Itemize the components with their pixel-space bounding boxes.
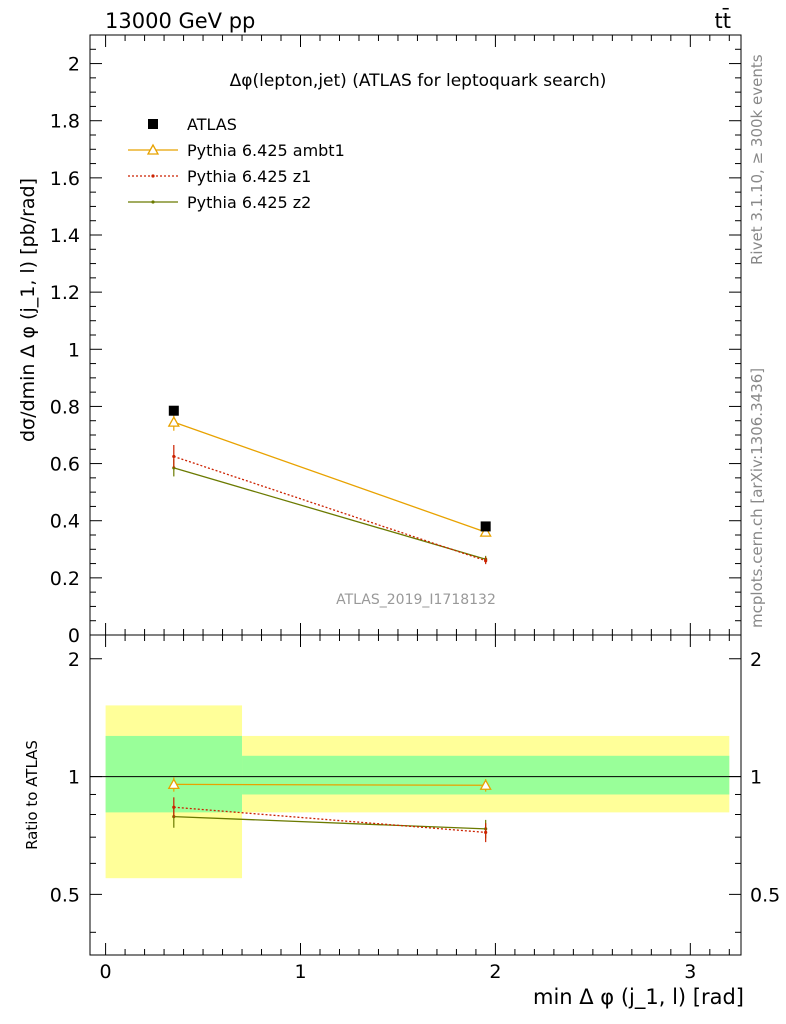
header-right: tt̄	[715, 8, 731, 33]
mcplots-label: mcplots.cern.ch [arXiv:1306.3436]	[748, 368, 766, 628]
ratio-plot-frame	[89, 634, 742, 956]
legend-label: Pythia 6.425 z1	[187, 167, 311, 186]
legend-item-data: ATLAS	[148, 115, 237, 134]
y-tick-label: 0.4	[50, 511, 80, 533]
main-y-label: dσ/dmin Δ φ (j_1, l) [pb/rad]	[17, 178, 39, 442]
ratio-line	[173, 783, 486, 786]
ratio-series-ambt1	[167, 777, 492, 792]
ratio-line	[173, 806, 486, 834]
y-tick-label: 0.6	[50, 454, 80, 476]
plot-title: Δφ(lepton,jet) (ATLAS for leptoquark sea…	[230, 71, 607, 91]
ratio-y-tick-label-right: 0.5	[750, 884, 780, 906]
ratio-y-tick-label-right: 2	[750, 649, 762, 671]
legend-label: ATLAS	[187, 115, 237, 134]
ratio-series-z1	[172, 797, 488, 843]
ratio-point	[172, 805, 176, 809]
x-tick-label: 3	[684, 961, 696, 983]
header-left: 13000 GeV pp	[105, 9, 255, 33]
legend-marker	[151, 200, 155, 204]
x-axis-label: min Δ φ (j_1, l) [rad]	[533, 985, 744, 1010]
ratio-line	[173, 815, 486, 830]
ratio-plot: 0.5 0.5 1 1 2 2 0 1 2 3 Ratio to ATLAS min Δ φ (…	[23, 634, 780, 1010]
ratio-x-axis: 0 1 2 3	[100, 635, 730, 983]
main-series	[167, 405, 492, 565]
data-point	[480, 521, 491, 532]
data-point	[167, 415, 180, 427]
legend-marker	[146, 143, 160, 155]
ratio-bands	[90, 705, 741, 879]
y-zero-label: 0	[68, 625, 80, 647]
data-point	[172, 454, 176, 459]
data-point	[479, 525, 492, 537]
legend-item-z1: Pythia 6.425 z1	[128, 167, 311, 186]
ratio-y-tick-label: 1	[68, 767, 80, 789]
legend-marker	[151, 174, 155, 178]
series-line	[173, 467, 486, 560]
legend-label: Pythia 6.425 z2	[187, 193, 311, 212]
ratio-y-tick-label: 2	[68, 649, 80, 671]
y-tick-label: 1.8	[50, 111, 80, 133]
data-point	[484, 559, 488, 563]
y-tick-label: 1.4	[50, 225, 80, 247]
x-tick-label: 0	[100, 961, 112, 983]
y-tick-label: 0.2	[50, 568, 80, 590]
ratio-y-axis: 0.5 0.5 1 1 2 2	[50, 649, 780, 933]
series-z2	[172, 459, 488, 563]
ratio-y-label: Ratio to ATLAS	[23, 740, 41, 850]
series-ambt1	[167, 413, 492, 537]
series-data	[168, 405, 491, 532]
y-tick-label: 1.6	[50, 168, 80, 190]
series-z1	[172, 445, 488, 565]
legend-item-ambt1: Pythia 6.425 ambt1	[128, 141, 345, 160]
ratio-series	[167, 777, 492, 843]
ratio-y-tick-label-right: 1	[750, 767, 762, 789]
legend-item-z2: Pythia 6.425 z2	[128, 193, 311, 212]
series-line	[173, 421, 486, 533]
y-tick-label: 0.8	[50, 396, 80, 418]
legend-marker	[148, 119, 158, 129]
ratio-point	[479, 778, 492, 790]
main-plot: 0.2 0.4 0.6 0.8 1 1.2 1.4 1.6 1.8 2 Δφ(lepton,jet…	[17, 34, 742, 647]
y-tick-label: 1	[68, 339, 80, 361]
data-point	[168, 405, 179, 416]
analysis-watermark: ATLAS_2019_I1718132	[336, 592, 496, 608]
x-tick-label: 1	[294, 961, 306, 983]
ratio-point	[167, 778, 180, 790]
legend-label: Pythia 6.425 ambt1	[187, 141, 345, 160]
ratio-point	[484, 830, 488, 835]
ratio-y-tick-label: 0.5	[50, 884, 80, 906]
y-tick-label: 2	[68, 54, 80, 76]
x-tick-label: 2	[489, 961, 501, 983]
rivet-label: Rivet 3.1.10, ≥ 300k events	[748, 54, 766, 265]
main-y-axis: 0.2 0.4 0.6 0.8 1 1.2 1.4 1.6 1.8 2	[50, 35, 741, 635]
series-line	[173, 455, 486, 562]
legend: ATLAS Pythia 6.425 ambt1 Pythia 6.425 z1 Py…	[128, 115, 345, 212]
y-tick-label: 1.2	[50, 282, 80, 304]
